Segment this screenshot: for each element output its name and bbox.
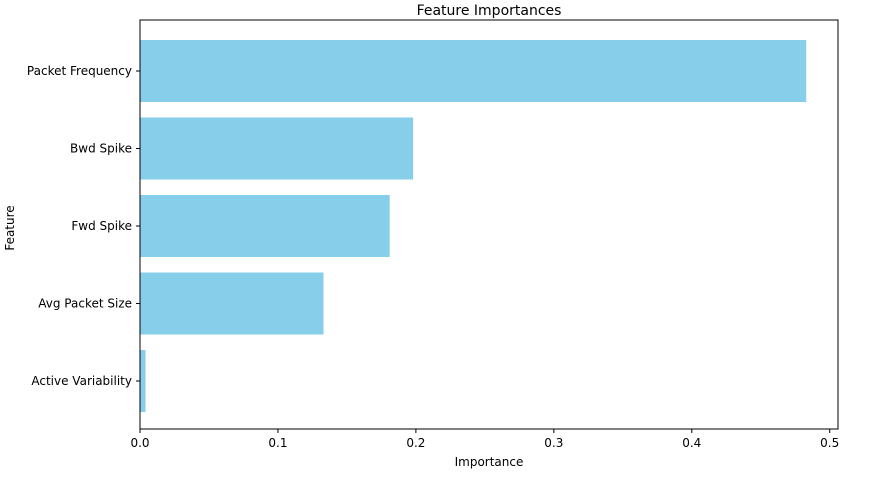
bars-layer [140, 40, 807, 412]
y-tick-label: Avg Packet Size [38, 297, 132, 311]
y-tick-label: Packet Frequency [27, 64, 132, 78]
x-axis-label: Importance [455, 455, 524, 469]
x-tick-label: 0.2 [406, 436, 425, 450]
x-tick-label: 0.3 [544, 436, 563, 450]
x-tick-label: 0.0 [130, 436, 149, 450]
chart-title: Feature Importances [417, 3, 562, 19]
bar-packet-frequency [140, 40, 807, 102]
x-tick-label: 0.1 [268, 436, 287, 450]
bar-active-variability [140, 350, 146, 412]
x-tick-label: 0.5 [820, 436, 839, 450]
bar-bwd-spike [140, 117, 414, 180]
x-tick-label: 0.4 [682, 436, 701, 450]
x-ticks: 0.0 0.1 0.2 0.3 0.4 0.5 [130, 429, 839, 450]
y-axis-label: Feature [3, 205, 17, 250]
y-tick-label: Active Variability [31, 374, 132, 388]
y-tick-label: Bwd Spike [70, 142, 132, 156]
bar-fwd-spike [140, 195, 390, 257]
y-ticks: Packet Frequency Bwd Spike Fwd Spike Avg Pa… [27, 64, 140, 388]
y-tick-label: Fwd Spike [71, 219, 132, 233]
plot-frame [139, 19, 839, 430]
bar-avg-packet-size [140, 272, 324, 335]
